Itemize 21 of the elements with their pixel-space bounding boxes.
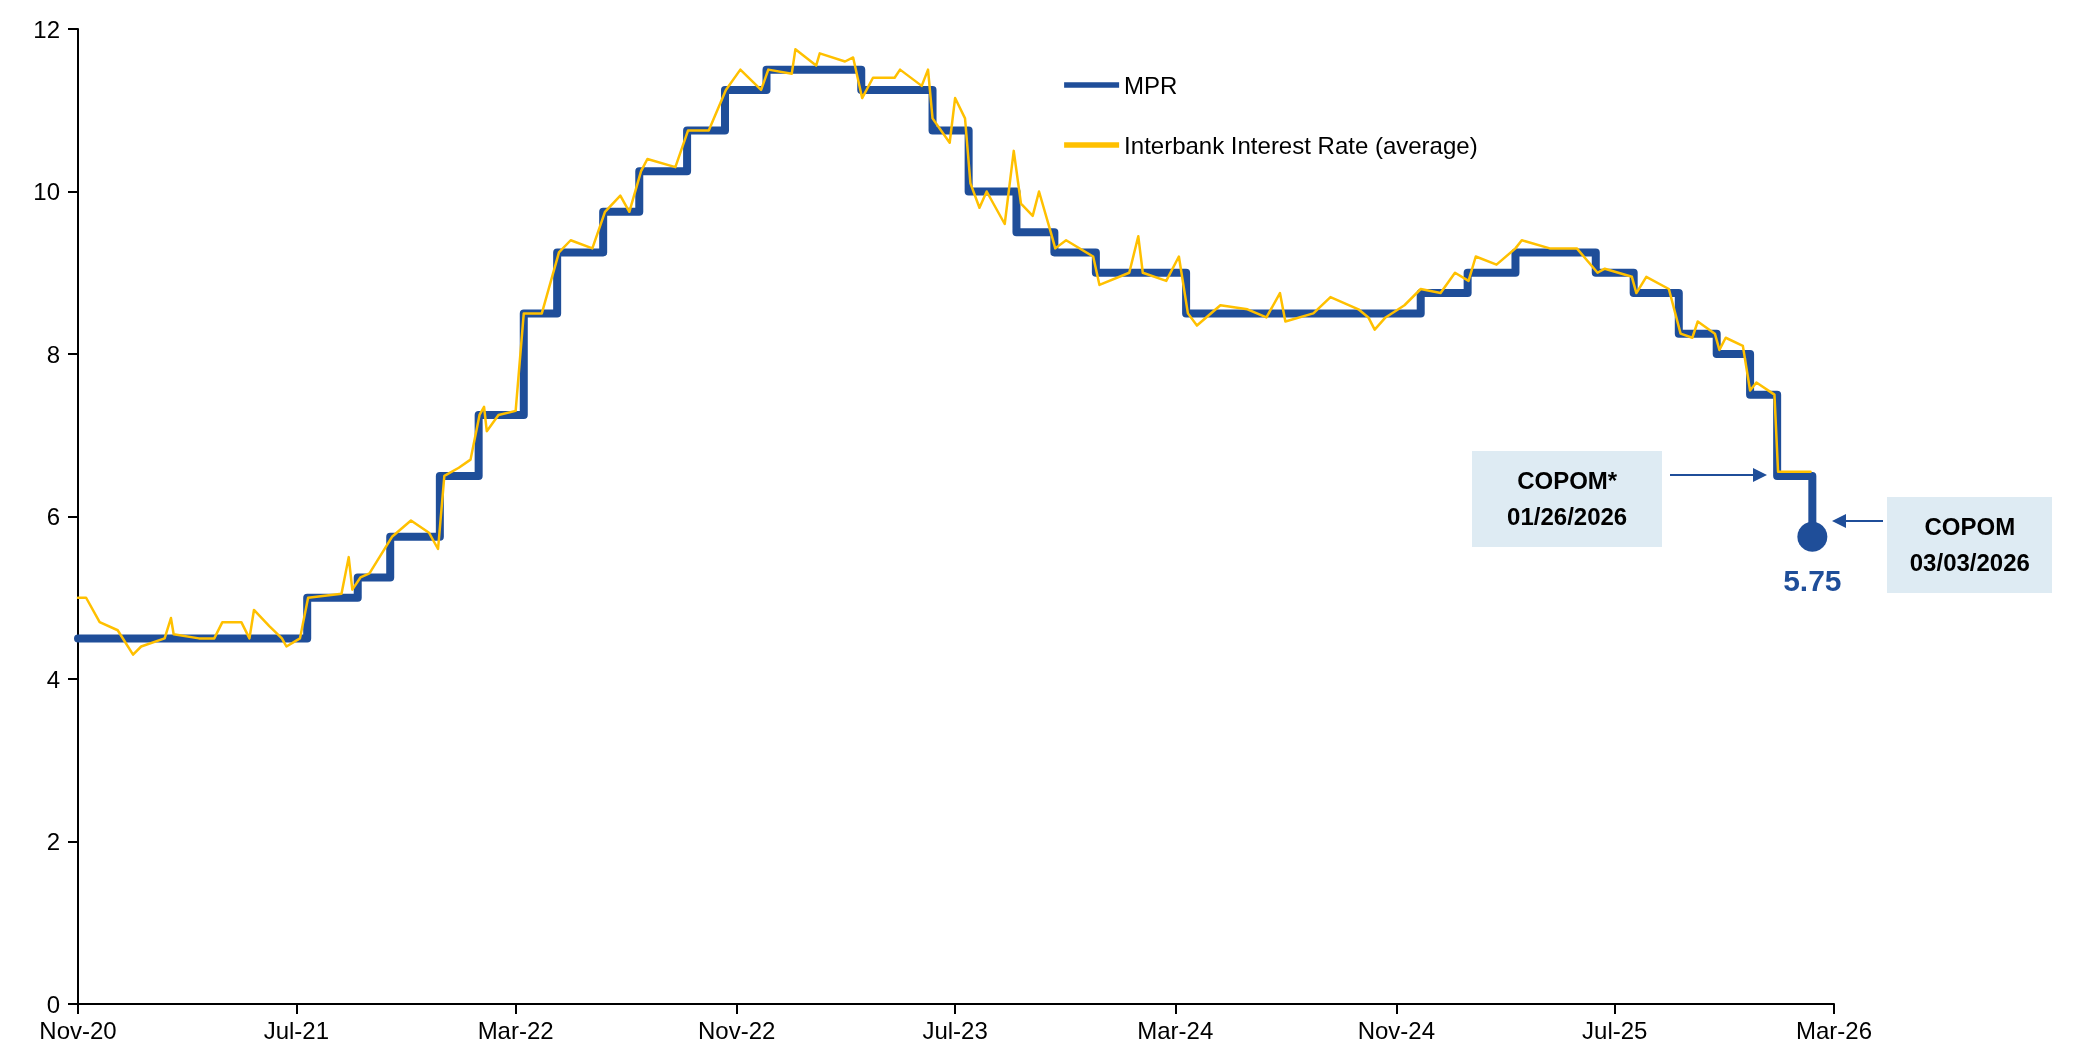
x-tick-label: Jul-21 (263, 1016, 330, 1044)
y-tick-label: 2 (46, 828, 60, 855)
legend-label: Interbank Interest Rate (average) (1124, 131, 1478, 159)
x-tick-label: Mar-26 (1795, 1016, 1873, 1044)
x-tick-label: Jul-23 (922, 1016, 988, 1044)
text: COPOM 03/03/2026 (1909, 511, 2030, 578)
data-label: 5.75 (1783, 564, 1842, 598)
y-tick-label: 6 (46, 503, 60, 530)
x-tick-label: Nov-20 (39, 1016, 117, 1044)
x-tick-label: Mar-22 (477, 1016, 554, 1044)
y-tick-label: 0 (46, 990, 60, 1018)
x-tick-label: Nov-22 (698, 1016, 776, 1044)
annotation: COPOM* 01/26/2026 (1507, 465, 1628, 532)
legend-label: MPR (1124, 71, 1178, 99)
x-tick-label: Jul-25 (1582, 1016, 1648, 1044)
y-tick-label: 4 (46, 665, 60, 693)
y-tick-label: 8 (46, 340, 60, 368)
y-tick-label: 12 (33, 15, 60, 43)
x-tick-label: Nov-24 (1357, 1016, 1436, 1044)
y-tick-label: 10 (33, 178, 60, 205)
x-tick-label: Mar-24 (1137, 1016, 1214, 1044)
